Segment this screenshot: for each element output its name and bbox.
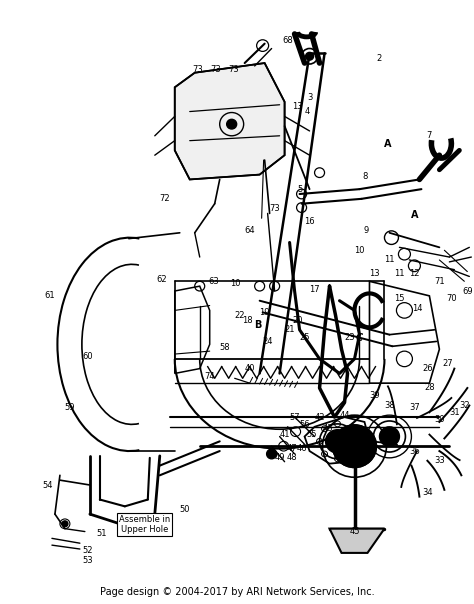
Text: 32: 32 [459, 401, 470, 410]
Text: 40: 40 [245, 364, 255, 373]
Text: A: A [410, 210, 418, 220]
Text: 23: 23 [344, 333, 355, 342]
Circle shape [380, 427, 400, 446]
Text: 12: 12 [409, 269, 419, 278]
Text: 4: 4 [305, 107, 310, 116]
Text: 57: 57 [289, 413, 300, 422]
Text: 59: 59 [64, 403, 75, 412]
Text: 11: 11 [394, 269, 405, 278]
Circle shape [227, 120, 237, 129]
Text: 7: 7 [427, 131, 432, 140]
Text: 39: 39 [369, 391, 380, 400]
Text: 42: 42 [314, 413, 325, 422]
Text: 73: 73 [192, 65, 203, 74]
Circle shape [306, 53, 314, 60]
Circle shape [267, 449, 277, 459]
Text: 33: 33 [434, 456, 445, 465]
Text: 16: 16 [304, 217, 315, 226]
Text: 13: 13 [369, 269, 380, 278]
Text: 48: 48 [286, 454, 297, 462]
Text: 62: 62 [156, 275, 167, 284]
Text: 60: 60 [82, 353, 93, 361]
Text: 63: 63 [209, 277, 219, 286]
Text: 28: 28 [424, 384, 435, 393]
Text: 26: 26 [422, 364, 433, 373]
Circle shape [333, 425, 376, 467]
Text: 56: 56 [299, 420, 310, 429]
Text: 24: 24 [263, 337, 273, 346]
Text: C: C [356, 333, 363, 342]
Text: 54: 54 [43, 481, 53, 489]
Text: 71: 71 [434, 277, 445, 286]
Text: 21: 21 [284, 326, 295, 334]
Text: 72: 72 [159, 194, 170, 204]
Text: 20: 20 [292, 316, 303, 324]
Text: 53: 53 [82, 556, 93, 565]
Text: 70: 70 [446, 294, 456, 303]
Text: 15: 15 [394, 294, 405, 303]
Text: 17: 17 [309, 284, 320, 294]
Text: 31: 31 [449, 408, 460, 417]
Text: 19: 19 [259, 308, 270, 317]
Text: 37: 37 [409, 403, 420, 412]
Text: 27: 27 [442, 359, 453, 368]
Text: 74: 74 [204, 372, 215, 381]
Text: 46: 46 [296, 444, 307, 452]
Text: 38: 38 [384, 401, 395, 410]
Text: 51: 51 [97, 529, 107, 538]
Circle shape [62, 521, 68, 527]
Text: 73: 73 [210, 65, 221, 74]
Text: A: A [384, 138, 391, 149]
Text: 14: 14 [412, 304, 423, 313]
Text: 47: 47 [286, 444, 297, 452]
Text: 50: 50 [180, 505, 190, 514]
Text: 41: 41 [279, 430, 290, 439]
Text: 2: 2 [377, 54, 382, 63]
Text: 52: 52 [82, 547, 93, 556]
Polygon shape [175, 63, 284, 179]
Text: Page design © 2004-2017 by ARI Network Services, Inc.: Page design © 2004-2017 by ARI Network S… [100, 586, 374, 597]
Text: 55: 55 [306, 430, 317, 439]
Polygon shape [329, 528, 384, 553]
Text: 10: 10 [354, 246, 365, 255]
Text: 9: 9 [364, 226, 369, 236]
Text: 61: 61 [45, 291, 55, 300]
Text: 73: 73 [228, 65, 239, 74]
Text: 68: 68 [282, 36, 293, 45]
Text: 8: 8 [363, 172, 368, 181]
Text: 43: 43 [322, 424, 333, 433]
Text: 30: 30 [434, 414, 445, 423]
Text: 1: 1 [311, 39, 316, 48]
Text: 25: 25 [299, 333, 310, 342]
Text: 13: 13 [292, 102, 303, 111]
Text: 64: 64 [244, 226, 255, 236]
Text: 44: 44 [339, 411, 350, 420]
Text: 36: 36 [409, 446, 420, 455]
Text: Assemble in
Upper Hole: Assemble in Upper Hole [119, 515, 170, 534]
Text: 5: 5 [297, 185, 302, 194]
Circle shape [326, 429, 349, 453]
Text: 3: 3 [307, 92, 312, 101]
Text: 18: 18 [242, 316, 253, 324]
Text: 11: 11 [384, 255, 395, 265]
Text: 22: 22 [235, 310, 245, 320]
Text: 69: 69 [462, 286, 473, 295]
Text: B: B [254, 320, 261, 330]
Text: 45: 45 [349, 527, 360, 536]
Text: 73: 73 [269, 204, 280, 213]
Text: 49: 49 [274, 454, 285, 462]
Text: 34: 34 [422, 488, 433, 497]
Text: 58: 58 [219, 342, 230, 352]
Text: 10: 10 [230, 278, 241, 288]
